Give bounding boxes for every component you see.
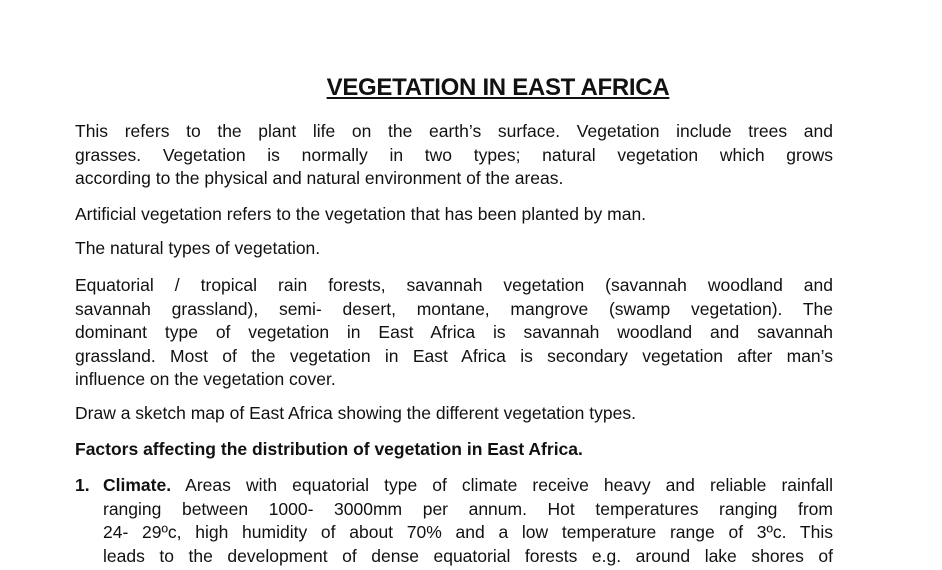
page-title: VEGETATION IN EAST AFRICA <box>326 74 670 101</box>
list-first-line: Areas with equatorial type of climate re… <box>171 475 833 495</box>
text-line: Equatorial / tropical rain forests, sava… <box>75 275 833 295</box>
list-label: Climate. <box>103 475 172 495</box>
paragraph-definition: This refers to the plant life on the ear… <box>75 120 833 191</box>
text-line: dominant type of vegetation in East Afri… <box>75 322 833 342</box>
paragraph-sketch-instruction: Draw a sketch map of East Africa showing… <box>75 402 833 426</box>
list-item-climate: 1. Climate. Areas with equatorial type o… <box>75 474 833 568</box>
heading-text: Factors affecting the distribution of ve… <box>75 439 583 459</box>
text-line: ranging between 1000- 3000mm per annum. … <box>103 498 833 519</box>
paragraph-natural-types: The natural types of vegetation. <box>75 237 833 261</box>
text-line: grasses. Vegetation is normally in two t… <box>75 144 833 165</box>
section-heading: Factors affecting the distribution of ve… <box>75 438 833 462</box>
text-line: savannah grassland), semi- desert, monta… <box>75 298 833 319</box>
text-line: This refers to the plant life on the ear… <box>75 121 833 141</box>
text-line: 24- 29ºc, high humidity of about 70% and… <box>103 522 833 542</box>
text-line: The natural types of vegetation. <box>75 238 321 258</box>
text-line: Climate. Areas with equatorial type of c… <box>103 474 833 498</box>
text-line: Artificial vegetation refers to the vege… <box>75 204 647 224</box>
list-number: 1. <box>75 475 90 495</box>
text-line: influence on the vegetation cover. <box>75 369 336 389</box>
text-line: Draw a sketch map of East Africa showing… <box>75 403 636 423</box>
text-line: grassland. Most of the vegetation in Eas… <box>75 345 833 366</box>
text-line: leads to the development of dense equato… <box>103 545 833 566</box>
paragraph-artificial: Artificial vegetation refers to the vege… <box>75 203 833 227</box>
text-line: according to the physical and natural en… <box>75 168 564 188</box>
paragraph-types-list: Equatorial / tropical rain forests, sava… <box>75 274 833 392</box>
